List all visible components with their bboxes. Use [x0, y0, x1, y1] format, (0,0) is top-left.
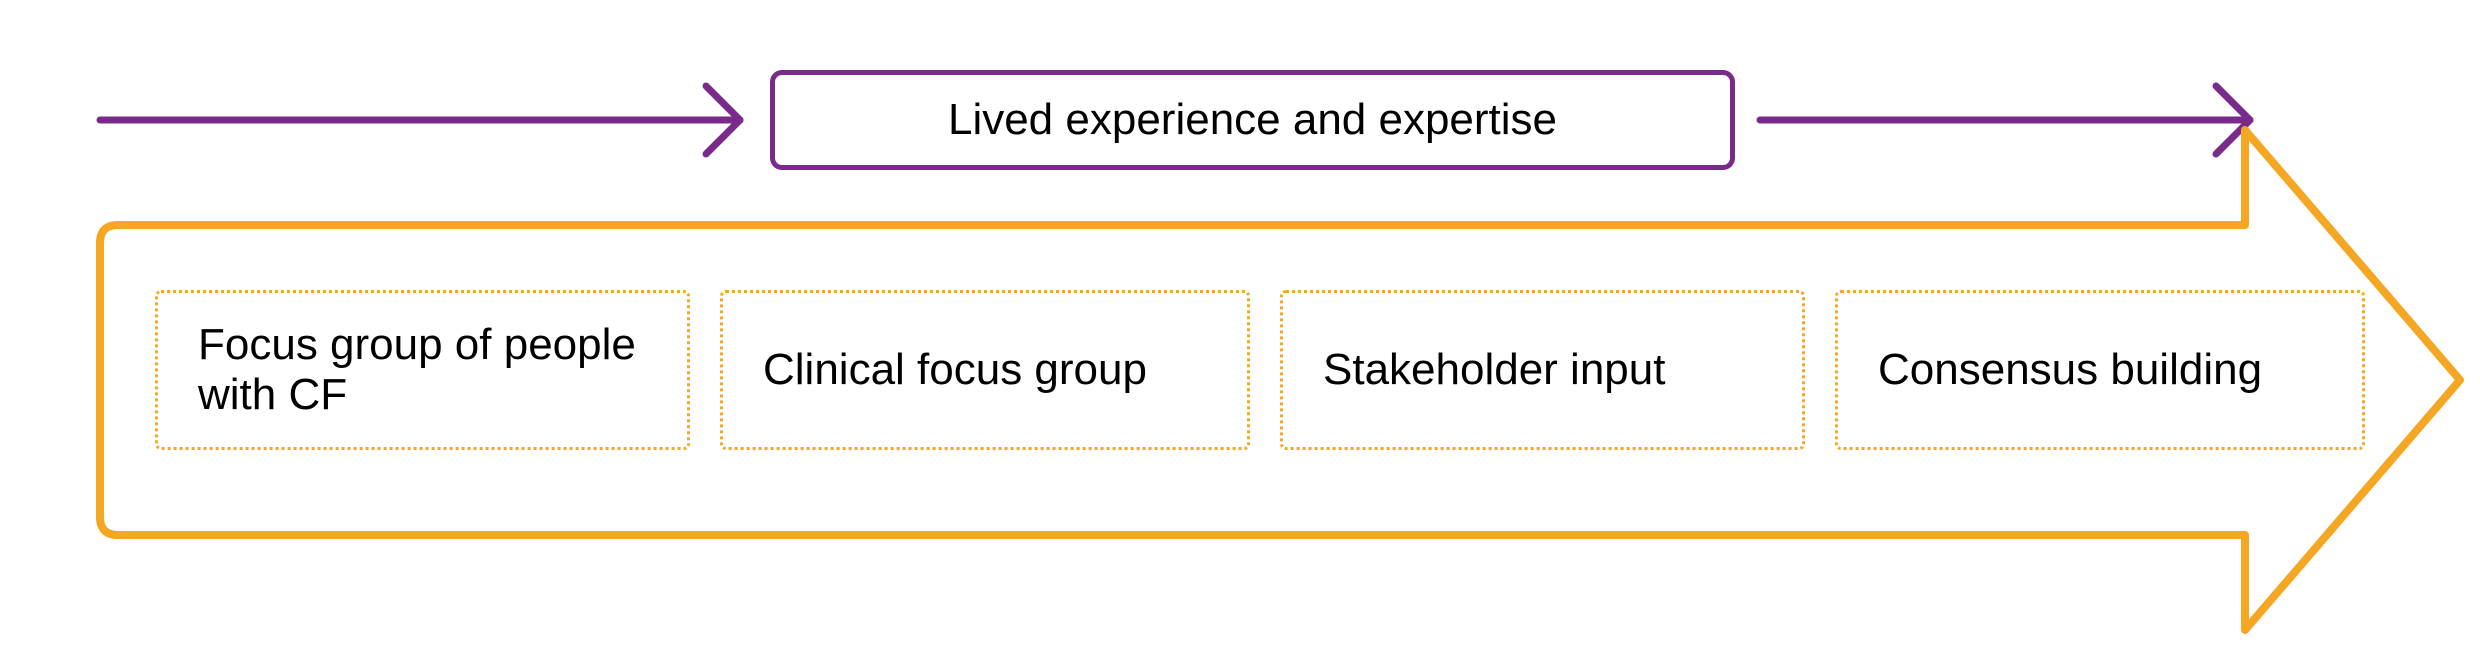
- step-box-stakeholder-input: Stakeholder input: [1280, 290, 1805, 450]
- diagram-canvas: Lived experience and expertise Focus gro…: [0, 0, 2480, 650]
- step-label: Consensus building: [1878, 345, 2262, 395]
- step-label: Clinical focus group: [763, 345, 1147, 395]
- step-label: Stakeholder input: [1323, 345, 1665, 395]
- step-box-consensus-building: Consensus building: [1835, 290, 2365, 450]
- step-box-focus-group-cf: Focus group of people with CF: [155, 290, 690, 450]
- step-box-clinical-focus-group: Clinical focus group: [720, 290, 1250, 450]
- step-label: Focus group of people with CF: [198, 320, 667, 420]
